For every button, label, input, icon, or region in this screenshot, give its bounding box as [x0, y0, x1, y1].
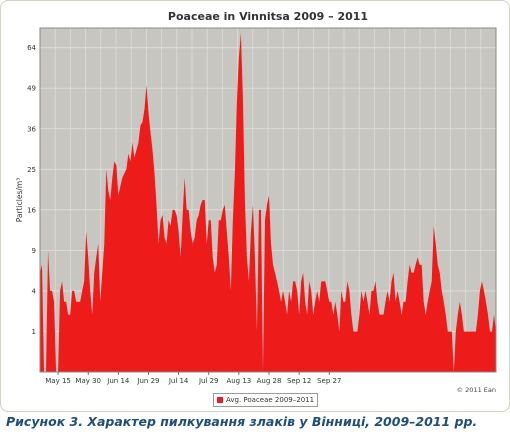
y-axis-label: Particles/m³: [15, 178, 24, 222]
y-tick-label: 16: [27, 206, 36, 214]
x-tick-label: Jun 29: [136, 377, 159, 385]
chart-credit: © 2011 Ean: [457, 386, 496, 394]
x-tick-label: Jul 29: [198, 377, 219, 385]
y-tick-label: 9: [32, 247, 36, 255]
x-tick-label: Aug 28: [257, 377, 282, 385]
y-tick-label: 25: [27, 166, 36, 174]
x-tick-label: Sep 27: [317, 377, 341, 385]
figure-caption: Рисунок 3. Характер пилкування злаків у …: [6, 414, 478, 429]
x-tick-label: Sep 12: [287, 377, 311, 385]
x-tick-label: Jul 14: [168, 377, 189, 385]
y-tick-label: 1: [32, 328, 36, 336]
chart-legend[interactable]: Avg. Poaceae 2009–2011: [213, 393, 319, 407]
series-area: [40, 32, 496, 373]
x-tick-label: Aug 13: [226, 377, 251, 385]
x-tick-label: Jun 14: [106, 377, 130, 385]
x-tick-label: May 15: [45, 377, 71, 385]
y-tick-label: 49: [27, 85, 36, 93]
legend-label: Avg. Poaceae 2009–2011: [226, 396, 315, 404]
y-tick-label: 4: [32, 287, 37, 295]
x-tick-label: May 30: [75, 377, 101, 385]
plot-border: [39, 27, 497, 373]
y-tick-label: 36: [27, 125, 36, 133]
legend-swatch: [217, 397, 223, 403]
y-tick-label: 64: [27, 44, 36, 52]
chart-title: Poaceae in Vinnitsa 2009 – 2011: [168, 10, 368, 23]
pollen-area-chart: Poaceae in Vinnitsa 2009 – 2011149162536…: [15, 10, 497, 394]
